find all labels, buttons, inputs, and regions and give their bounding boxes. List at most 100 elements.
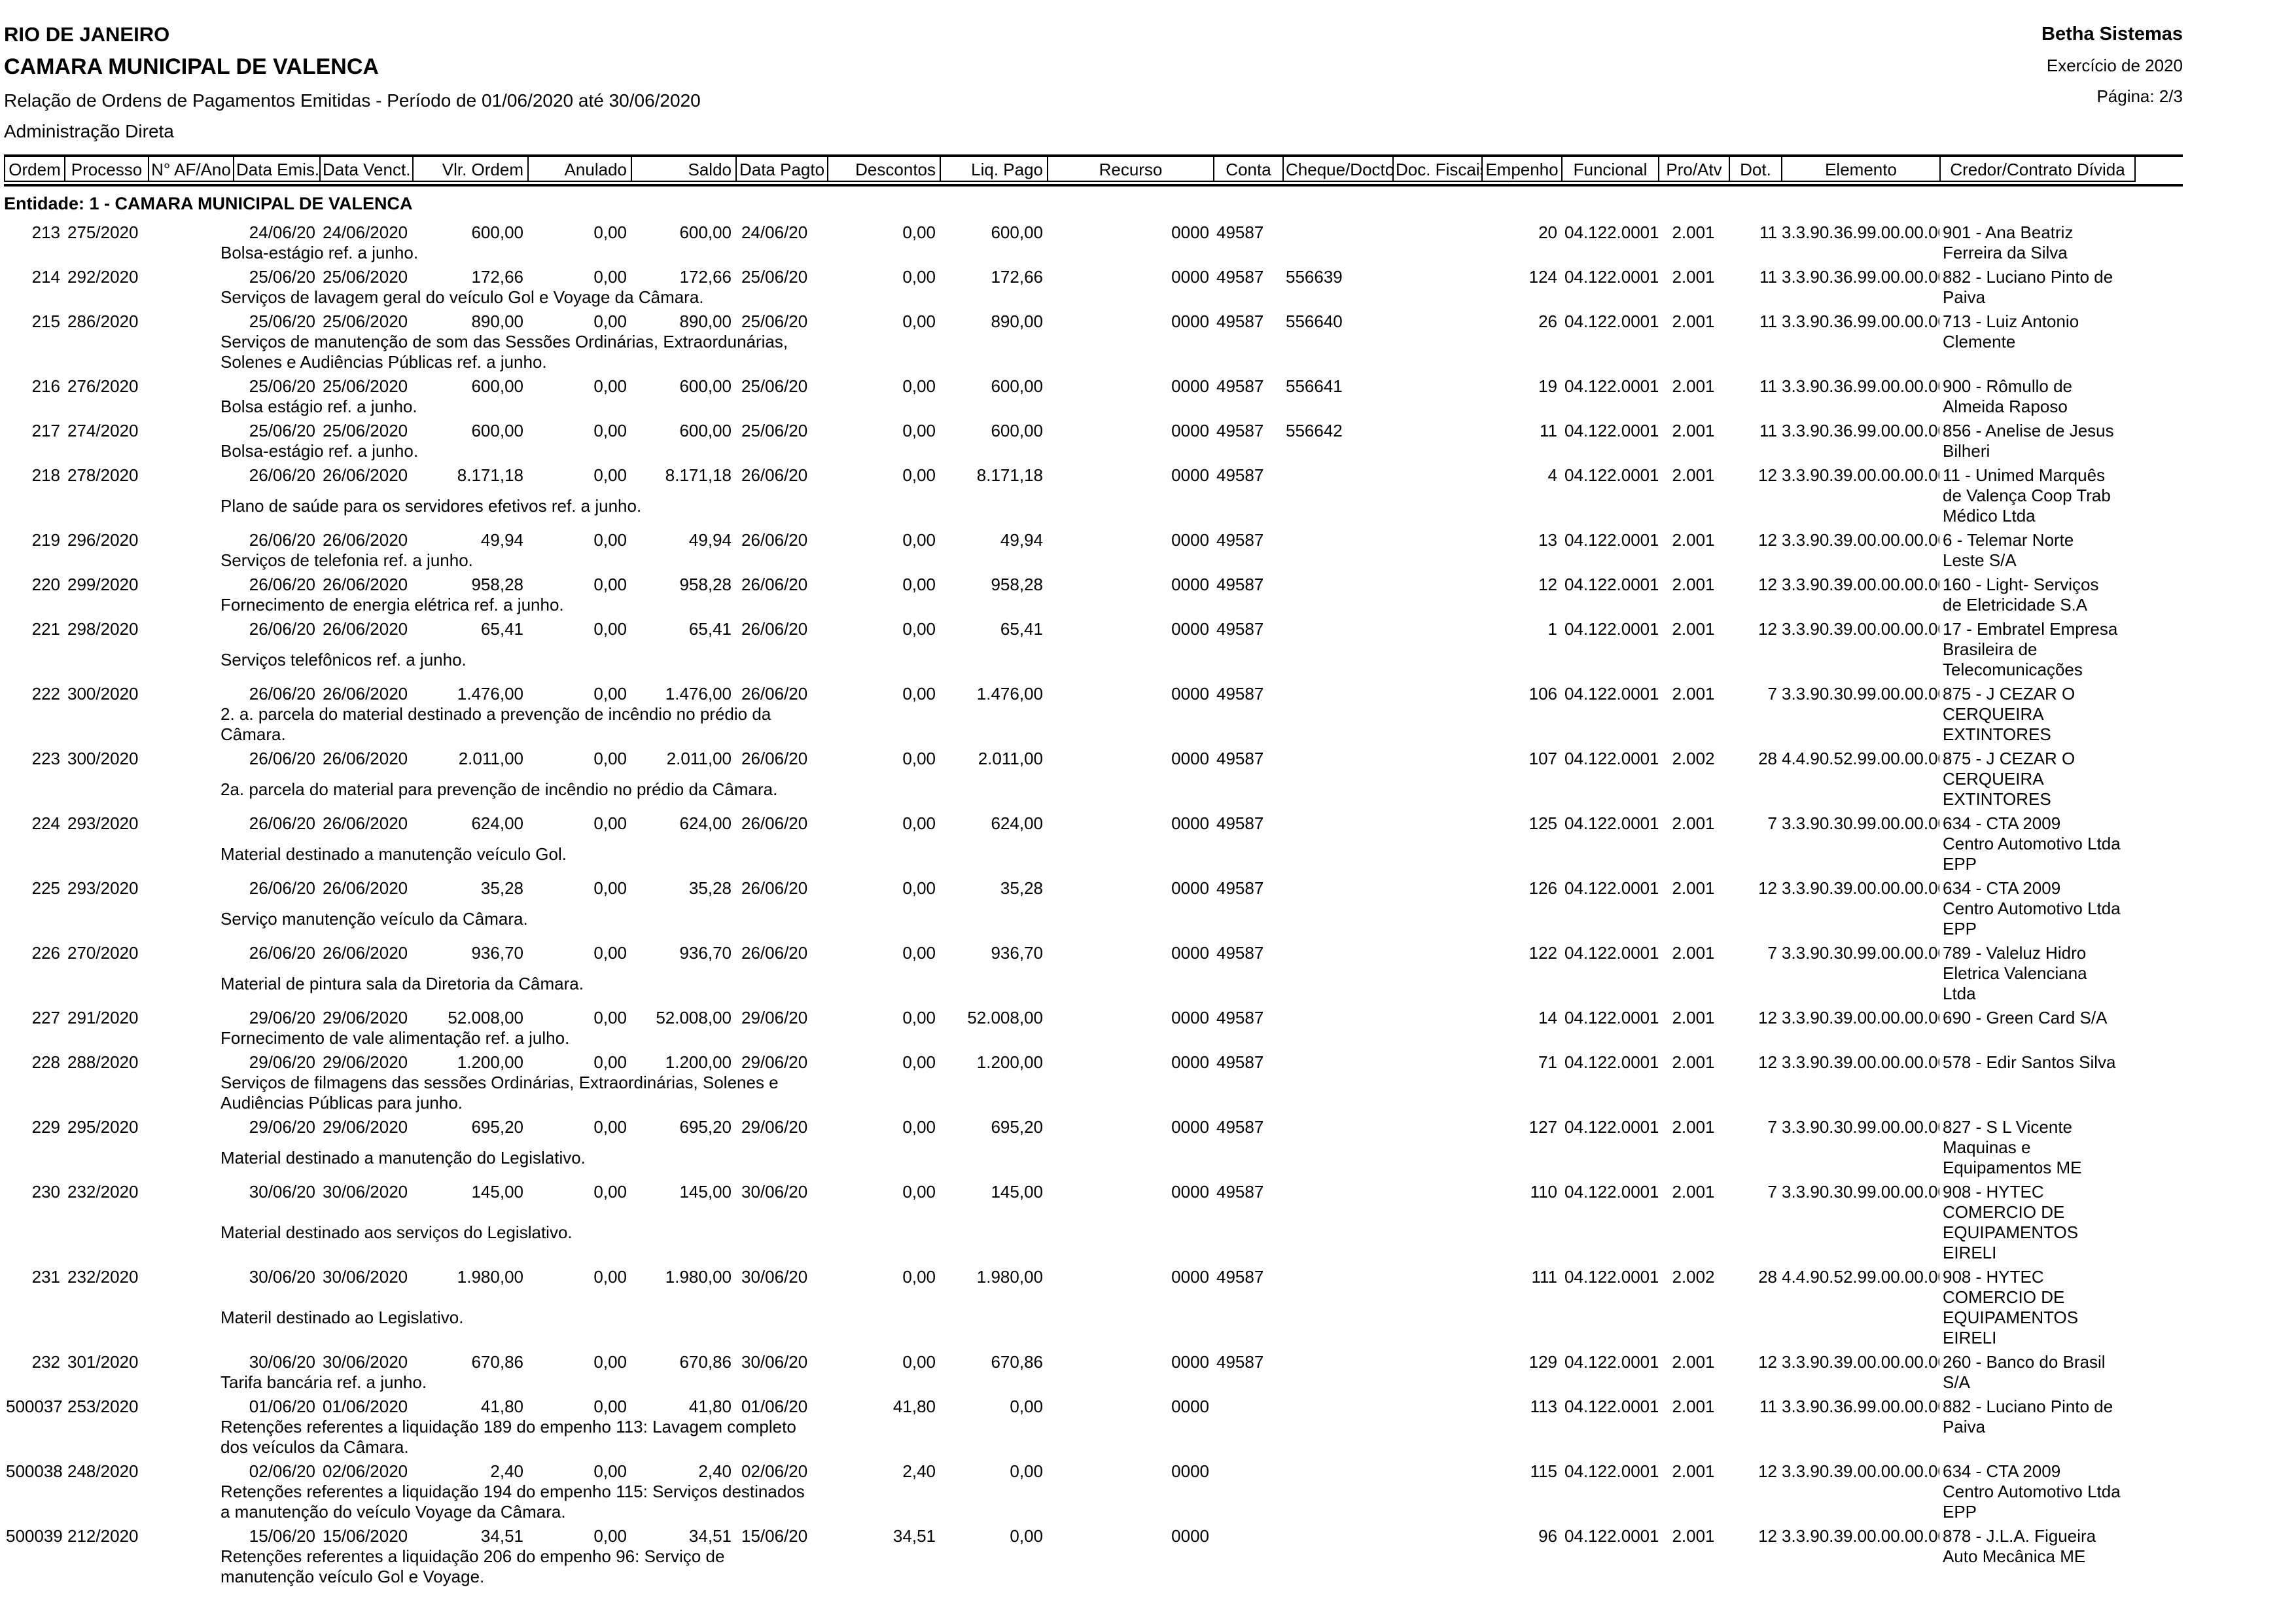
cell-data-emis: 29/06/20 (249, 1008, 315, 1027)
cell-ordem: 216 (31, 376, 60, 396)
cell-dot: 11 (1759, 376, 1777, 396)
cell-conta: 49587 (1216, 813, 1264, 833)
cell-elemento: 3.3.90.30.99.00.00.00 (1782, 943, 1939, 963)
cell-data-emis: 26/06/20 (249, 813, 315, 833)
cell-funcional: 04.122.0001 (1564, 312, 1658, 331)
table-row: 222 300/2020 26/06/20 26/06/2020 1.476,0… (4, 684, 2183, 745)
cell-recurso: 0000 (1171, 1008, 1209, 1027)
cell-vlr-ordem: 890,00 (471, 312, 523, 331)
cell-recurso: 0000 (1171, 1461, 1209, 1481)
cell-recurso: 0000 (1171, 1117, 1209, 1137)
cell-vlr-ordem: 670,86 (471, 1352, 523, 1372)
cell-liq-pago: 1.476,00 (976, 684, 1043, 704)
cell-af-ano (148, 749, 233, 779)
cell-af-ano (148, 813, 233, 844)
cell-cheque-docto (1282, 1182, 1392, 1222)
column-header-14: Doc. Fiscais (1392, 157, 1481, 182)
cell-funcional: 04.122.0001 (1564, 749, 1658, 768)
cell-dot: 7 (1767, 1117, 1777, 1137)
cell-credor: 713 - Luiz Antonio Clemente (1943, 312, 2079, 351)
cell-dot: 12 (1758, 1008, 1777, 1027)
table-row: 221 298/2020 26/06/20 26/06/2020 65,41 0… (4, 619, 2183, 680)
cell-credor: 634 - CTA 2009 Centro Automotivo Ltda EP… (1943, 1461, 2121, 1522)
cell-recurso: 0000 (1171, 878, 1209, 898)
cell-anulado: 0,00 (593, 1008, 627, 1027)
cell-credor: 11 - Unimed Marquês de Valença Coop Trab… (1943, 465, 2111, 526)
cell-anulado: 0,00 (593, 1052, 627, 1072)
cell-saldo: 600,00 (679, 223, 732, 242)
row-description: Bolsa-estágio ref. a junho. (221, 243, 419, 262)
cell-data-pagto: 26/06/20 (741, 749, 808, 768)
cell-processo: 291/2020 (67, 1008, 139, 1027)
cell-credor: 827 - S L Vicente Maquinas e Equipamento… (1943, 1117, 2082, 1177)
cell-processo: 293/2020 (67, 878, 139, 898)
cell-saldo: 600,00 (679, 421, 732, 440)
cell-data-emis: 29/06/20 (249, 1052, 315, 1072)
cell-data-pagto: 26/06/20 (741, 943, 808, 963)
cell-saldo: 41,80 (688, 1397, 732, 1416)
cell-cheque-docto (1282, 684, 1392, 704)
cell-pro-atv: 2.001 (1672, 267, 1715, 287)
cell-data-emis: 25/06/20 (249, 421, 315, 440)
cell-vlr-ordem: 624,00 (471, 813, 523, 833)
cell-af-ano (148, 878, 233, 909)
row-description: Retenções referentes a liquidação 189 do… (221, 1417, 796, 1457)
cell-doc-fiscais (1392, 1182, 1481, 1222)
cell-anulado: 0,00 (593, 1182, 627, 1202)
cell-data-pagto: 26/06/20 (741, 575, 808, 594)
cell-cheque-docto (1282, 1008, 1392, 1028)
cell-vlr-ordem: 52.008,00 (448, 1008, 523, 1027)
cell-descontos: 0,00 (902, 1182, 936, 1202)
cell-ordem: 500037 (6, 1397, 63, 1416)
cell-empenho: 1 (1547, 619, 1557, 639)
cell-cheque-docto (1282, 943, 1392, 974)
cell-conta: 49587 (1216, 530, 1264, 550)
cell-processo: 298/2020 (67, 619, 139, 639)
cell-empenho: 125 (1528, 813, 1557, 833)
cell-credor: 875 - J CEZAR O CERQUEIRA EXTINTORES (1943, 684, 2075, 744)
cell-dot: 12 (1758, 1052, 1777, 1072)
cell-recurso: 0000 (1171, 1052, 1209, 1072)
cell-data-venct: 25/06/2020 (323, 312, 408, 331)
cell-funcional: 04.122.0001 (1564, 223, 1658, 242)
cell-recurso: 0000 (1171, 575, 1209, 594)
cell-conta: 49587 (1216, 619, 1264, 639)
cell-pro-atv: 2.001 (1672, 575, 1715, 594)
cell-af-ano (148, 619, 233, 650)
cell-data-emis: 30/06/20 (249, 1182, 315, 1202)
cell-empenho: 11 (1540, 421, 1557, 440)
cell-descontos: 0,00 (902, 312, 936, 331)
cell-ordem: 220 (31, 575, 60, 594)
row-description: Retenções referentes a liquidação 194 do… (221, 1482, 805, 1522)
cell-funcional: 04.122.0001 (1564, 421, 1658, 440)
cell-doc-fiscais (1392, 223, 1481, 243)
cell-data-emis: 26/06/20 (249, 530, 315, 550)
cell-af-ano (148, 312, 233, 332)
cell-af-ano (148, 1117, 233, 1148)
cell-empenho: 126 (1528, 878, 1557, 898)
cell-ordem: 228 (31, 1052, 60, 1072)
cell-pro-atv: 2.001 (1672, 878, 1715, 898)
cell-funcional: 04.122.0001 (1564, 1182, 1658, 1202)
cell-cheque-docto (1282, 530, 1392, 550)
cell-processo: 278/2020 (67, 465, 139, 485)
cell-saldo: 145,00 (679, 1182, 732, 1202)
cell-data-venct: 26/06/2020 (323, 684, 408, 704)
cell-liq-pago: 600,00 (991, 223, 1043, 242)
cell-descontos: 0,00 (902, 619, 936, 639)
cell-funcional: 04.122.0001 (1564, 619, 1658, 639)
cell-vlr-ordem: 1.476,00 (457, 684, 523, 704)
cell-data-emis: 26/06/20 (249, 619, 315, 639)
table-row: 217 274/2020 25/06/20 25/06/2020 600,00 … (4, 421, 2183, 461)
cell-processo: 295/2020 (67, 1117, 139, 1137)
cell-doc-fiscais (1392, 1397, 1481, 1417)
cell-cheque-docto (1282, 1267, 1392, 1308)
cell-saldo: 52.008,00 (656, 1008, 732, 1027)
table-row: 215 286/2020 25/06/20 25/06/2020 890,00 … (4, 312, 2183, 372)
report-title: Relação de Ordens de Pagamentos Emitidas… (4, 90, 701, 111)
cell-pro-atv: 2.001 (1672, 421, 1715, 440)
cell-processo: 274/2020 (67, 421, 139, 440)
cell-elemento: 3.3.90.39.00.00.00.00 (1782, 1352, 1939, 1372)
cell-funcional: 04.122.0001 (1564, 1117, 1658, 1137)
cell-cheque-docto: 556642 (1286, 421, 1343, 440)
